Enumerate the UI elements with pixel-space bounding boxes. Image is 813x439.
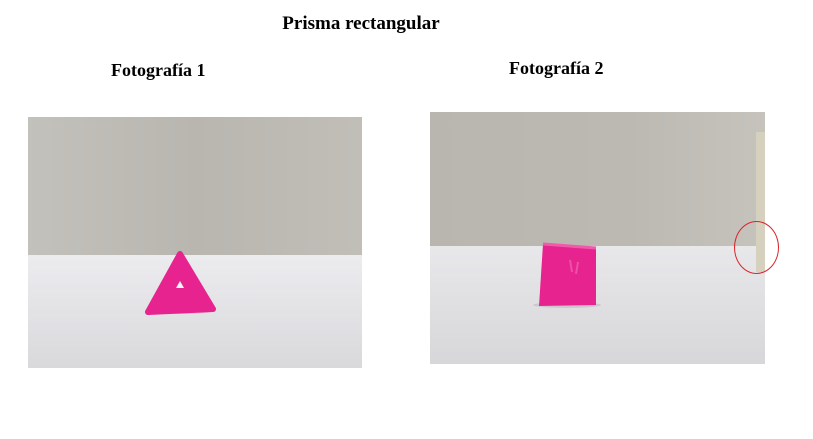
wall: [28, 117, 362, 257]
photo-2-caption: Fotografía 2: [509, 58, 604, 78]
photo-1-caption: Fotografía 1: [111, 60, 206, 80]
side-object: [756, 132, 765, 272]
prism-hole: [176, 281, 184, 288]
prism-texture: [569, 259, 579, 275]
prism-top-edge: [542, 242, 597, 250]
photo-1-image: [28, 117, 362, 368]
pink-prism-side: [539, 244, 596, 306]
wall: [430, 112, 765, 248]
page-title: Prisma rectangular: [282, 13, 440, 34]
photo-1: [28, 117, 362, 368]
photo-2-image: [430, 112, 765, 364]
photo-2: [430, 112, 765, 364]
highlight-circle: [734, 221, 779, 274]
